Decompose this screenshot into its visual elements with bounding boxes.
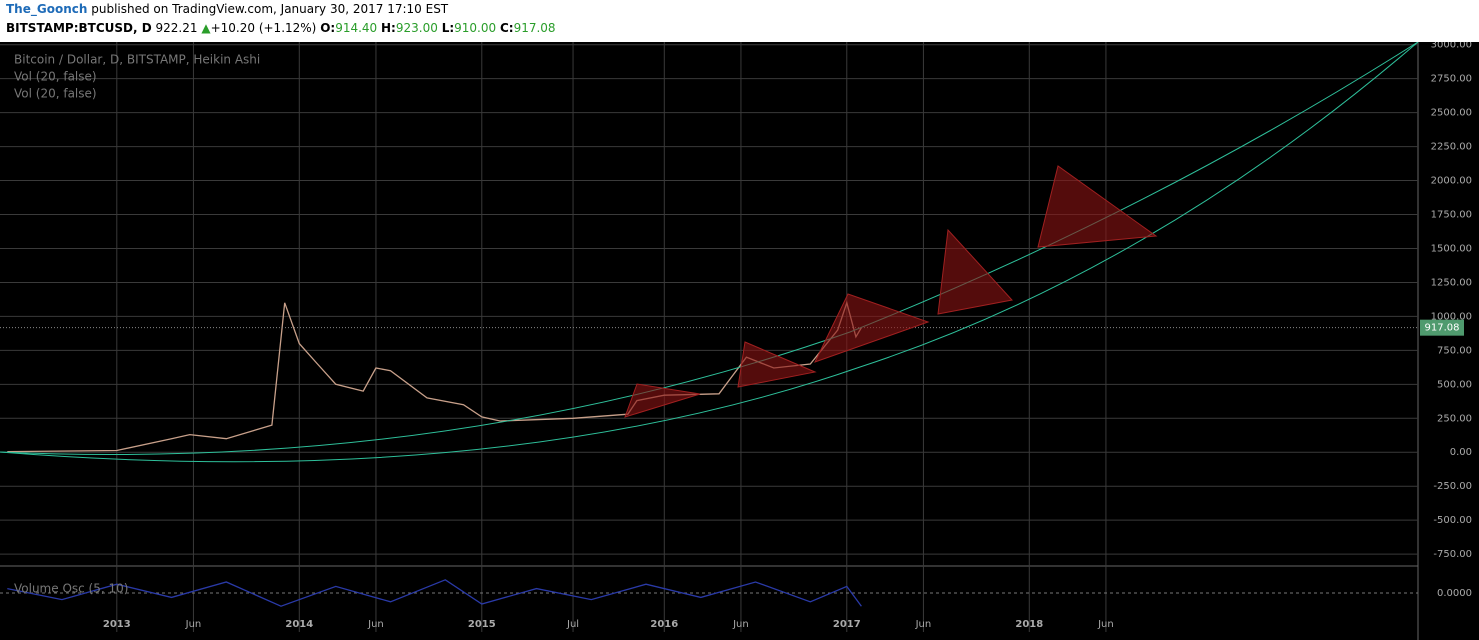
h: 923.00 [395,21,438,35]
chart: -750.00 -500.00 -250.00 0.00 250.00 500.00 750… [0,42,1479,640]
l-label: L: [441,21,455,35]
trend-curve [0,42,1419,455]
x-tick-label: 2015 [468,619,496,630]
x-tick-label: Jun [185,619,202,630]
symbol: BITSTAMP:BTCUSD, D [6,21,152,35]
trend-curve [0,42,1419,463]
o-label: O: [320,21,336,35]
h-label: H: [381,21,396,35]
c-label: C: [499,21,514,35]
legend-text: Vol (20, false) [14,70,97,84]
plot-bg [0,42,1418,632]
y-tick-label: -250.00 [1433,481,1472,492]
arrow: ▲ [201,21,211,35]
drawings [0,42,1419,463]
triangle [624,383,701,418]
change: +10.20 (+1.12%) [210,21,317,35]
y-tick-label: 2250.00 [1431,142,1472,153]
triangle [1037,165,1158,248]
triangles [624,165,1158,418]
triangle [937,228,1013,315]
last-price-label: 917.08 [1425,323,1460,334]
x-tick-label: Jul [566,619,579,630]
triangle [814,293,930,363]
axis-bg [1418,42,1479,640]
legend-text: Volume Osc (5, 10) [14,582,128,596]
o: 914.40 [335,21,378,35]
x-tick-label: Jun [1097,619,1114,630]
y-tick-label: 750.00 [1437,345,1472,356]
x-tick-label: Jun [915,619,932,630]
y-tick-label: 1750.00 [1431,210,1472,221]
x-tick-label: Jun [732,619,749,630]
legend-text: Bitcoin / Dollar, D, BITSTAMP, Heikin As… [14,53,260,67]
triangle [737,341,817,388]
last-price-box [1420,319,1464,336]
axis-bg [0,632,1418,640]
x-tick-label: 2017 [833,619,861,630]
author[interactable]: The_Goonch [6,2,88,16]
l: 910.00 [454,21,497,35]
last: 922.21 [155,21,198,35]
y-tick-label: 0.0000 [1437,588,1472,599]
y-tick-label: -500.00 [1433,515,1472,526]
y-tick-label: 2500.00 [1431,108,1472,119]
y-tick-label: 2000.00 [1431,176,1472,187]
y-tick-label: 2750.00 [1431,74,1472,85]
y-tick-label: 0.00 [1450,447,1472,458]
y-tick-label: 1500.00 [1431,243,1472,254]
x-tick-label: 2013 [103,619,131,630]
x-tick-label: 2016 [650,619,678,630]
y-tick-label: -750.00 [1433,549,1472,560]
header-line: BITSTAMP:BTCUSD, D 922.21 ▲+10.20 (+1.12… [6,19,1479,38]
y-tick-label: 3000.00 [1431,42,1472,51]
published: published on TradingView.com, January 30… [91,2,449,16]
price-line [7,579,862,607]
x-tick-label: 2018 [1015,619,1043,630]
y-tick-label: 250.00 [1437,413,1472,424]
header: The_Goonch published on TradingView.com,… [0,0,1479,42]
x-tick-label: 2014 [285,619,313,630]
y-tick-label: 1250.00 [1431,277,1472,288]
x-tick-label: Jun [367,619,384,630]
legend-text: Vol (20, false) [14,87,97,101]
y-tick-label: 500.00 [1437,379,1472,390]
y-tick-label: 1000.00 [1431,311,1472,322]
c: 917.08 [513,21,556,35]
header-line: The_Goonch published on TradingView.com,… [6,0,1479,19]
